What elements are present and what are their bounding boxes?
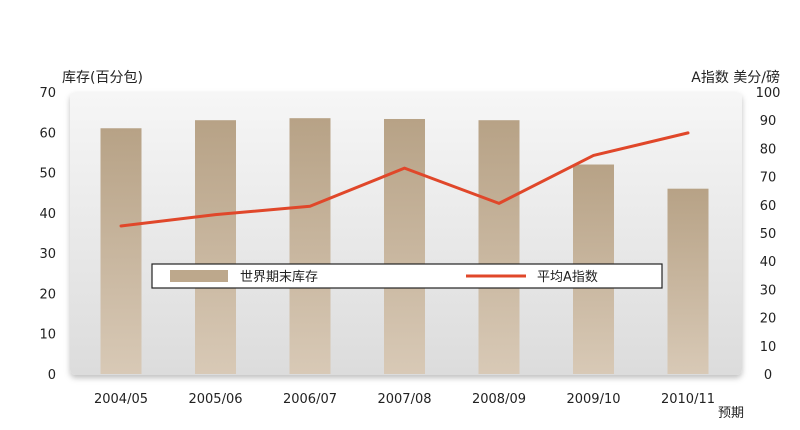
left-tick-label: 0 [48, 368, 56, 383]
x-tick-label: 2007/08 [377, 392, 431, 407]
right-tick-label: 30 [760, 283, 777, 298]
right-tick-label: 0 [764, 368, 772, 383]
legend-label-line: 平均A指数 [537, 270, 598, 285]
right-tick-label: 100 [756, 86, 781, 101]
x-note: 预期 [718, 406, 744, 421]
x-tick-label: 2008/09 [472, 392, 526, 407]
right-axis: 0 10 20 30 40 50 60 70 80 90 100 [756, 86, 781, 383]
bar-2010/11 [668, 189, 709, 374]
right-tick-label: 80 [760, 142, 777, 157]
left-tick-label: 30 [39, 247, 56, 262]
left-tick-label: 50 [39, 167, 56, 182]
x-tick-label: 2005/06 [188, 392, 242, 407]
legend-swatch-bars [170, 270, 228, 282]
right-tick-label: 90 [760, 114, 777, 129]
left-tick-label: 60 [39, 126, 56, 141]
left-tick-label: 10 [39, 328, 56, 343]
bar-2007/08 [384, 119, 425, 374]
x-axis: 2004/05 2005/06 2006/07 2007/08 2008/09 2009/… [94, 392, 715, 407]
left-axis: 0 10 20 30 40 50 60 70 [39, 86, 56, 383]
legend: 世界期末库存 平均A指数 [152, 264, 662, 288]
right-tick-label: 60 [760, 199, 777, 214]
bar-2004/05 [101, 128, 142, 374]
right-tick-label: 70 [760, 171, 777, 186]
bar-2006/07 [290, 118, 331, 374]
x-tick-label: 2006/07 [283, 392, 337, 407]
right-tick-label: 50 [760, 227, 777, 242]
right-tick-label: 10 [760, 340, 777, 355]
x-tick-label: 2009/10 [566, 392, 620, 407]
left-tick-label: 20 [39, 287, 56, 302]
bar-2008/09 [479, 120, 520, 374]
bar-2005/06 [195, 120, 236, 374]
legend-label-bars: 世界期末库存 [240, 269, 318, 285]
left-axis-title: 库存(百分包) [62, 70, 143, 86]
left-tick-label: 70 [39, 86, 56, 101]
right-tick-label: 40 [760, 255, 777, 270]
left-tick-label: 40 [39, 207, 56, 222]
right-axis-title: A指数 美分/磅 [691, 69, 780, 86]
right-tick-label: 20 [760, 312, 777, 327]
x-tick-label: 2004/05 [94, 392, 148, 407]
x-tick-label: 2010/11 [661, 392, 715, 407]
